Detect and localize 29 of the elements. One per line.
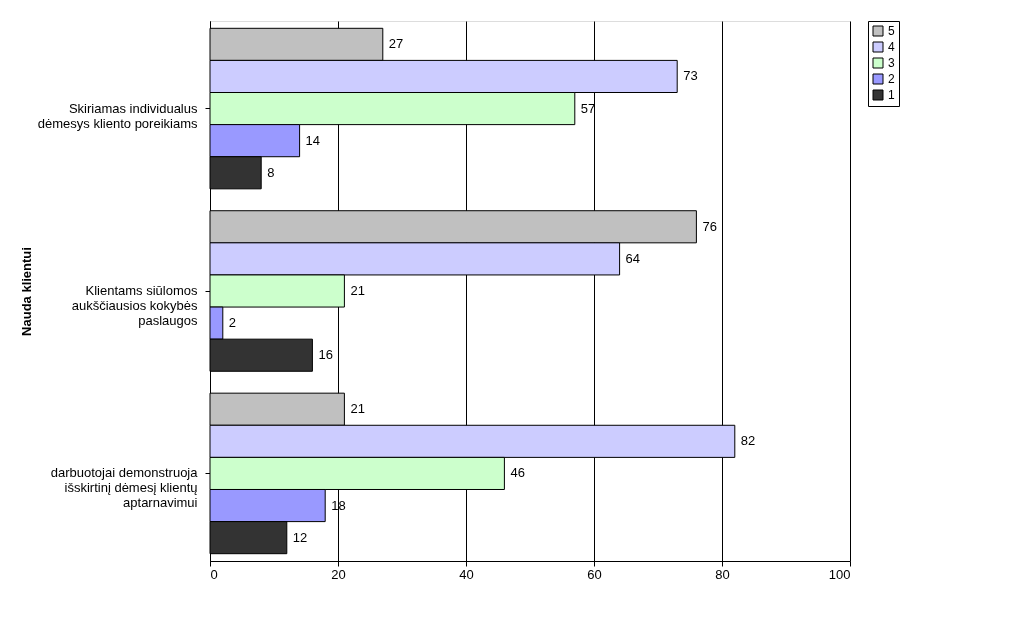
y-tick-label: darbuotojai demonstruoja išskirtinį dėmesį klientų aptarnavimui: [50, 465, 199, 511]
data-label: 57: [580, 100, 596, 116]
legend-label: 5: [888, 24, 895, 38]
data-label: 2: [228, 315, 237, 331]
x-tick-label: 60: [587, 566, 602, 582]
x-tick-label: 40: [459, 566, 474, 582]
x-tick-label: 100: [828, 566, 851, 582]
y-axis-title: Nauda klientui: [18, 247, 34, 336]
data-label: 64: [625, 250, 641, 266]
x-tick-label: 80: [715, 566, 730, 582]
legend-label: 2: [888, 72, 895, 86]
data-label: 82: [740, 433, 756, 449]
data-label: 76: [702, 218, 717, 234]
data-label: 21: [350, 283, 365, 298]
legend-label: 1: [888, 88, 895, 102]
data-label: 12: [292, 529, 308, 545]
data-label: 14: [305, 132, 321, 148]
data-label: 46: [510, 465, 525, 481]
y-tick-label: Skiriamas individualus dėmesys kliento poreikiams: [37, 100, 198, 131]
legend-label: 4: [888, 40, 895, 54]
x-tick-label: 20: [331, 566, 346, 582]
y-tick-label: Klientams siūlomos aukščiausios kokybės paslaugos: [71, 283, 198, 328]
x-tick-label: 0: [210, 566, 218, 582]
data-label: 73: [683, 68, 698, 84]
data-label: 21: [350, 401, 365, 417]
legend-label: 3: [888, 56, 895, 70]
data-label: 8: [267, 164, 275, 180]
data-label: 16: [318, 347, 333, 363]
data-label: 27: [388, 36, 404, 52]
